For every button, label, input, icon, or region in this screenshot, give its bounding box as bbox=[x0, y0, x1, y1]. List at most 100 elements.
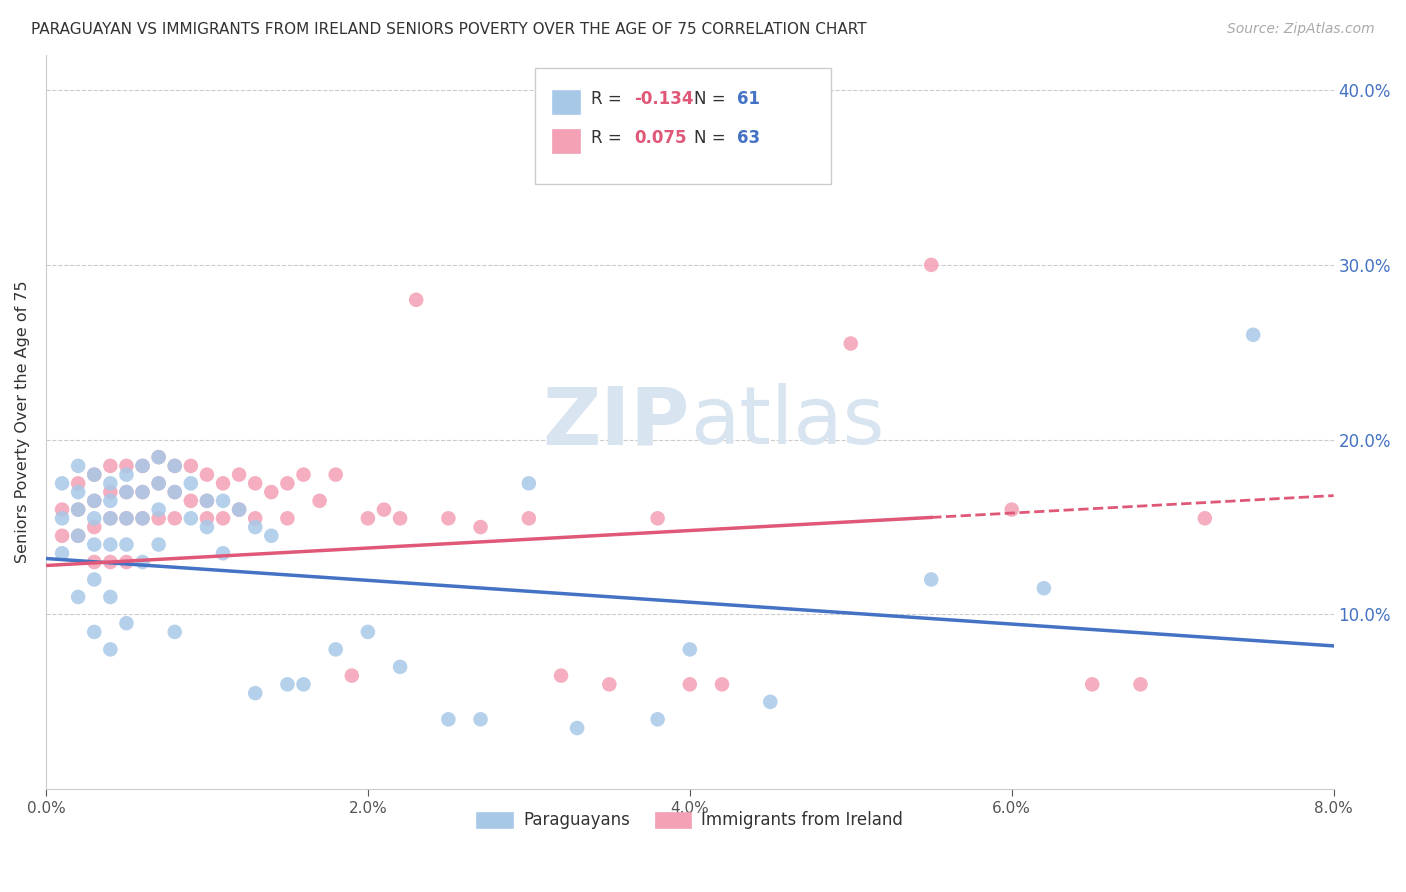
Point bbox=[98, 493, 121, 508]
Point bbox=[245, 511, 267, 525]
Point bbox=[260, 529, 283, 543]
Point bbox=[276, 476, 298, 491]
Point bbox=[920, 258, 942, 272]
Y-axis label: Seniors Poverty Over the Age of 75: Seniors Poverty Over the Age of 75 bbox=[15, 281, 30, 564]
Point bbox=[437, 511, 460, 525]
Point bbox=[163, 458, 186, 473]
FancyBboxPatch shape bbox=[536, 68, 831, 184]
Point bbox=[98, 642, 121, 657]
Point bbox=[759, 136, 782, 150]
Text: 0.075: 0.075 bbox=[634, 129, 688, 147]
Legend: Paraguayans, Immigrants from Ireland: Paraguayans, Immigrants from Ireland bbox=[470, 805, 910, 836]
Point bbox=[1129, 677, 1152, 691]
Point bbox=[83, 555, 105, 569]
Point bbox=[83, 573, 105, 587]
Point bbox=[245, 520, 267, 534]
Point bbox=[83, 467, 105, 482]
Point bbox=[83, 624, 105, 639]
Point bbox=[517, 476, 540, 491]
Point bbox=[679, 677, 702, 691]
Point bbox=[51, 529, 73, 543]
Point bbox=[1081, 677, 1104, 691]
Point bbox=[115, 555, 138, 569]
Text: ZIP: ZIP bbox=[543, 384, 690, 461]
Text: 61: 61 bbox=[738, 90, 761, 108]
Bar bbox=[553, 90, 581, 114]
Point bbox=[98, 458, 121, 473]
Point bbox=[1032, 581, 1054, 595]
Point bbox=[67, 502, 90, 516]
Point bbox=[51, 476, 73, 491]
Point bbox=[67, 529, 90, 543]
Point bbox=[67, 529, 90, 543]
Point bbox=[292, 677, 315, 691]
Point bbox=[437, 712, 460, 726]
Point bbox=[131, 485, 153, 500]
Point bbox=[711, 677, 734, 691]
Point bbox=[148, 450, 170, 464]
Point bbox=[148, 537, 170, 551]
Point bbox=[131, 485, 153, 500]
Point bbox=[83, 537, 105, 551]
Text: -0.134: -0.134 bbox=[634, 90, 695, 108]
Point bbox=[115, 511, 138, 525]
Point bbox=[67, 458, 90, 473]
Point bbox=[373, 502, 395, 516]
Point bbox=[276, 677, 298, 691]
Point bbox=[98, 555, 121, 569]
Point bbox=[212, 511, 235, 525]
Point bbox=[565, 721, 588, 735]
Point bbox=[115, 485, 138, 500]
Point bbox=[163, 458, 186, 473]
Point bbox=[131, 555, 153, 569]
Point bbox=[51, 502, 73, 516]
Point bbox=[83, 520, 105, 534]
Point bbox=[325, 467, 347, 482]
Point bbox=[228, 502, 250, 516]
Point bbox=[1001, 502, 1024, 516]
Point bbox=[212, 493, 235, 508]
Point bbox=[98, 537, 121, 551]
Point bbox=[920, 573, 942, 587]
Point bbox=[163, 485, 186, 500]
Point bbox=[195, 520, 218, 534]
Point bbox=[163, 511, 186, 525]
Point bbox=[1194, 511, 1216, 525]
Point bbox=[115, 485, 138, 500]
Point bbox=[679, 642, 702, 657]
Point bbox=[98, 511, 121, 525]
Point bbox=[389, 660, 412, 674]
Point bbox=[245, 476, 267, 491]
Point bbox=[389, 511, 412, 525]
Point bbox=[180, 458, 202, 473]
Point bbox=[115, 616, 138, 631]
Bar bbox=[553, 129, 581, 153]
Text: R =: R = bbox=[591, 129, 627, 147]
Point bbox=[83, 493, 105, 508]
Point bbox=[98, 590, 121, 604]
Point bbox=[292, 467, 315, 482]
Point bbox=[228, 502, 250, 516]
Point bbox=[115, 458, 138, 473]
Point bbox=[115, 467, 138, 482]
Point bbox=[357, 624, 380, 639]
Point bbox=[195, 467, 218, 482]
Point bbox=[51, 546, 73, 560]
Point bbox=[212, 476, 235, 491]
Point bbox=[67, 502, 90, 516]
Point bbox=[115, 537, 138, 551]
Point bbox=[83, 467, 105, 482]
Point bbox=[83, 493, 105, 508]
Text: R =: R = bbox=[591, 90, 627, 108]
Point bbox=[67, 476, 90, 491]
Point bbox=[195, 493, 218, 508]
Point bbox=[195, 511, 218, 525]
Point bbox=[647, 712, 669, 726]
Point bbox=[1241, 327, 1264, 342]
Point bbox=[131, 458, 153, 473]
Point bbox=[340, 668, 363, 682]
Text: 63: 63 bbox=[738, 129, 761, 147]
Point bbox=[98, 476, 121, 491]
Point bbox=[276, 511, 298, 525]
Point bbox=[67, 590, 90, 604]
